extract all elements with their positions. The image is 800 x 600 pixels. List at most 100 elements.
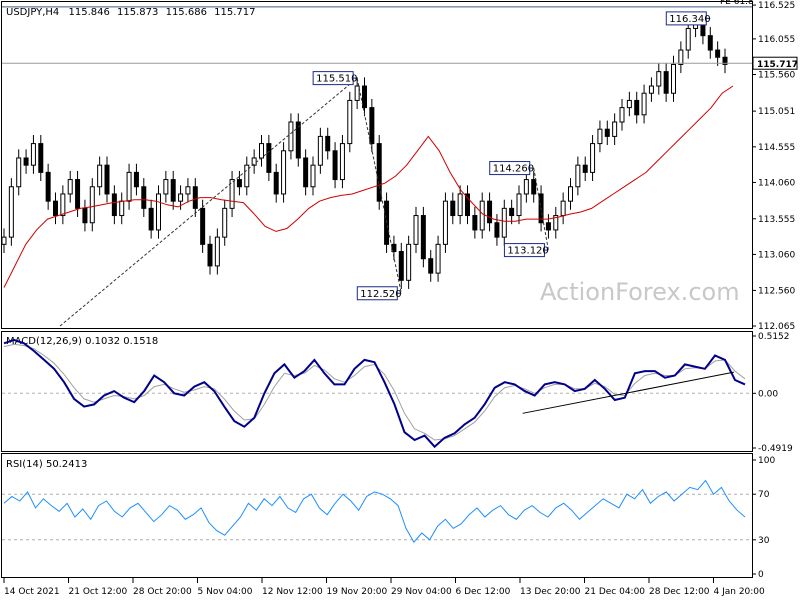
candle [67,170,73,203]
rsi-tick-label: 100 [758,456,775,466]
candle [200,199,206,253]
candle-body [295,121,301,159]
macd-axis: 0.5152 0.00 -0.4919 [752,332,793,454]
candle-body [126,171,132,202]
candle-body [23,157,29,166]
candle [185,178,191,203]
candle [163,170,169,203]
candle-body [119,200,125,217]
candle [141,178,147,217]
candle [590,134,596,182]
candle [332,142,338,189]
candle-body [30,143,36,166]
macd-tick-label: -0.4919 [758,444,793,454]
rsi-tick-label: 70 [758,490,770,500]
candle [619,98,625,131]
candle-body [170,179,176,202]
candle-body [266,143,272,173]
time-tick-label: 5 Nov 04:00 [198,587,253,597]
candle-body [656,71,662,87]
candle [30,134,36,174]
candle [487,192,493,232]
time-axis: 14 Oct 2021 21 Oct 12:00 28 Oct 20:00 5 Nov… [3,578,766,597]
macd-tick-label: 0.00 [758,389,778,399]
candle [582,156,588,182]
candle [362,77,367,117]
candle [325,127,331,160]
candle [457,185,463,225]
candle-body [251,157,257,166]
candle-body [634,99,640,116]
candle-body [671,63,676,94]
candle [369,98,375,153]
candle-body [317,135,323,166]
candle [303,149,309,196]
candle [207,235,213,275]
candle [16,149,22,196]
candle-body [707,35,713,51]
candle-body [303,157,309,188]
candle [435,235,441,282]
candle [479,192,485,239]
macd-panel: MACD(12,26,9) 0.1032 0.1518 0.5152 0.00 -0… [1,331,793,454]
candle-body [89,186,95,224]
candle-body [391,243,397,253]
macd-trendline [522,371,734,414]
candle [38,134,44,182]
candle-body [82,207,88,224]
candle [295,113,301,167]
candle [133,163,139,196]
candle [604,120,610,146]
price-tick-label: 112.560 [758,286,795,296]
candle-body [678,49,684,65]
candle [23,149,29,174]
candle [82,199,88,232]
candle [244,156,250,196]
swing-guide-line [59,77,358,327]
candle [126,163,132,210]
candle [288,113,294,160]
rsi-panel-frame [1,453,753,578]
candle-body [148,207,154,231]
price-tick-label: 114.555 [758,143,795,153]
candle-body [685,27,691,51]
candle [612,113,618,146]
candle [266,134,272,182]
rsi-panel: RSI(14) 50.2413 100 70 30 0 [1,453,775,580]
price-tick-label: 114.060 [758,178,795,188]
price-panel-frame [1,1,753,329]
candle [354,77,360,110]
candle-body [75,179,81,209]
candle-body [53,200,58,217]
candle [281,142,287,203]
candle [398,242,404,289]
candle-body [163,179,169,195]
time-tick-label: 4 Jan 20:00 [714,587,766,597]
candle [8,178,14,246]
swing-label-text: 115.510 [316,74,357,85]
candle-body [369,107,375,145]
candle-body [722,56,728,65]
candlestick-series [1,12,728,289]
candle-body [104,164,110,195]
candle-body [413,215,419,245]
time-tick-label: 13 Dec 20:00 [520,587,581,597]
candle-body [582,164,588,173]
candle-body [663,71,669,94]
candle-body [619,107,625,123]
candle-body [229,179,235,209]
candle-body [1,236,7,245]
candle [406,235,412,289]
time-tick-label: 19 Nov 20:00 [327,587,388,597]
candle-body [465,193,470,217]
swing-guide-line [533,167,549,251]
candle [465,185,470,225]
candle-body [575,164,581,188]
candle [376,134,382,210]
candle-body [406,243,412,281]
candle [450,192,456,225]
candle [722,48,728,74]
macd-line [3,338,746,449]
candle-body [214,236,220,267]
